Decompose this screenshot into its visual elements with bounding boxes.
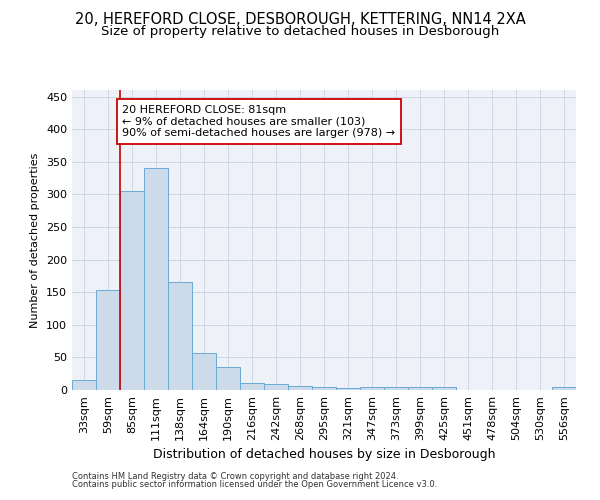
Bar	[336, 388, 360, 390]
Bar	[432, 386, 456, 390]
Text: 20 HEREFORD CLOSE: 81sqm
← 9% of detached houses are smaller (103)
90% of semi-d: 20 HEREFORD CLOSE: 81sqm ← 9% of detache…	[122, 105, 395, 138]
Bar	[168, 282, 192, 390]
Bar	[552, 386, 576, 390]
Y-axis label: Number of detached properties: Number of detached properties	[31, 152, 40, 328]
Text: Contains HM Land Registry data © Crown copyright and database right 2024.: Contains HM Land Registry data © Crown c…	[72, 472, 398, 481]
Bar	[96, 290, 120, 390]
Text: Size of property relative to detached houses in Desborough: Size of property relative to detached ho…	[101, 25, 499, 38]
Bar	[312, 388, 336, 390]
Bar	[240, 384, 264, 390]
X-axis label: Distribution of detached houses by size in Desborough: Distribution of detached houses by size …	[153, 448, 495, 462]
Bar	[192, 353, 216, 390]
Bar	[264, 384, 288, 390]
Bar	[216, 367, 240, 390]
Bar	[288, 386, 312, 390]
Bar	[384, 386, 408, 390]
Bar	[360, 386, 384, 390]
Bar	[408, 386, 432, 390]
Bar	[72, 380, 96, 390]
Bar	[120, 191, 144, 390]
Text: Contains public sector information licensed under the Open Government Licence v3: Contains public sector information licen…	[72, 480, 437, 489]
Bar	[144, 168, 168, 390]
Text: 20, HEREFORD CLOSE, DESBOROUGH, KETTERING, NN14 2XA: 20, HEREFORD CLOSE, DESBOROUGH, KETTERIN…	[74, 12, 526, 28]
